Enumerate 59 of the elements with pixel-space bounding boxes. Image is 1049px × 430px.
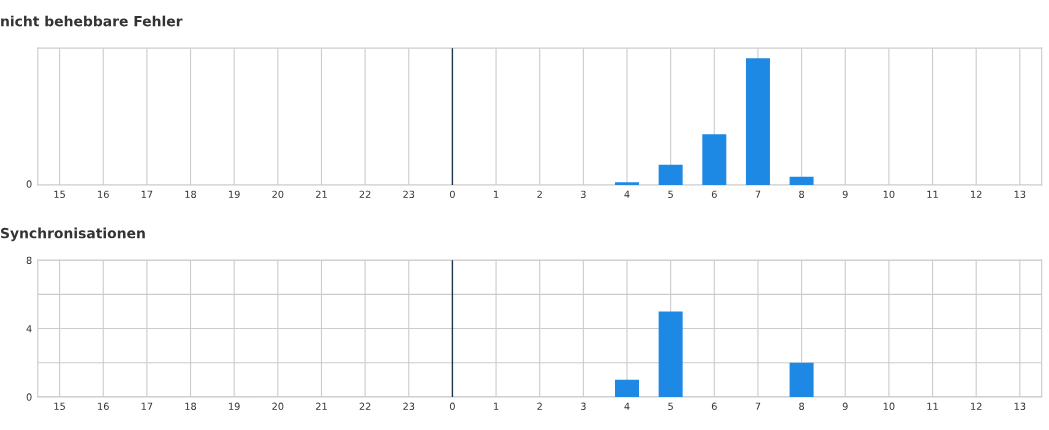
x-tick-label: 21 (316, 402, 327, 410)
x-tick-label: 4 (624, 402, 630, 410)
x-tick-label: 12 (971, 190, 982, 198)
x-tick-label: 17 (141, 190, 153, 198)
x-tick-label: 8 (799, 190, 805, 198)
x-tick-label: 4 (624, 190, 630, 198)
x-tick-label: 3 (581, 402, 586, 410)
x-tick-label: 16 (98, 402, 109, 410)
x-tick-label: 23 (403, 190, 415, 198)
x-tick-label: 23 (403, 402, 415, 410)
bar (615, 182, 640, 185)
x-tick-label: 0 (449, 190, 455, 198)
x-tick-label: 6 (711, 190, 717, 198)
x-tick-label: 20 (272, 402, 284, 410)
y-tick-label: 0 (26, 393, 32, 401)
bar (702, 134, 727, 185)
chart-title: Synchronisationen (1, 227, 145, 242)
x-tick-label: 2 (537, 190, 542, 198)
x-tick-label: 7 (755, 402, 761, 410)
x-tick-label: 10 (883, 402, 895, 410)
x-tick-label: 9 (842, 402, 848, 410)
x-tick-label: 19 (229, 402, 240, 410)
x-tick-label: 5 (668, 402, 673, 410)
x-tick-label: 20 (272, 190, 284, 198)
x-tick-label: 22 (359, 190, 371, 198)
x-tick-label: 0 (449, 402, 455, 410)
bar (658, 164, 683, 185)
y-tick-label: 8 (26, 256, 32, 264)
bar (789, 362, 814, 397)
x-tick-label: 16 (98, 190, 109, 198)
x-tick-label: 1 (494, 402, 499, 410)
x-tick-label: 2 (537, 402, 542, 410)
x-tick-label: 8 (799, 402, 805, 410)
x-tick-label: 7 (755, 190, 761, 198)
bar (615, 379, 640, 397)
bar (789, 176, 814, 185)
x-tick-label: 6 (711, 402, 717, 410)
x-tick-label: 18 (185, 190, 197, 198)
x-tick-label: 11 (927, 402, 938, 410)
x-tick-label: 21 (316, 190, 327, 198)
x-tick-label: 10 (883, 190, 895, 198)
x-tick-label: 15 (54, 190, 65, 198)
y-tick-label: 4 (26, 325, 32, 333)
x-tick-label: 12 (971, 402, 982, 410)
x-tick-label: 22 (359, 402, 371, 410)
x-tick-label: 15 (54, 402, 65, 410)
bar (658, 311, 683, 397)
x-tick-label: 18 (185, 402, 197, 410)
x-tick-label: 13 (1014, 190, 1026, 198)
x-tick-label: 11 (927, 190, 938, 198)
x-tick-label: 5 (668, 190, 673, 198)
x-tick-label: 1 (494, 190, 499, 198)
chart-title: nicht behebbare Fehler (1, 15, 183, 27)
x-tick-label: 13 (1014, 402, 1026, 410)
x-tick-label: 3 (581, 190, 586, 198)
x-tick-label: 9 (842, 190, 848, 198)
x-tick-label: 19 (229, 190, 240, 198)
bar (745, 58, 770, 185)
x-tick-label: 17 (141, 402, 153, 410)
